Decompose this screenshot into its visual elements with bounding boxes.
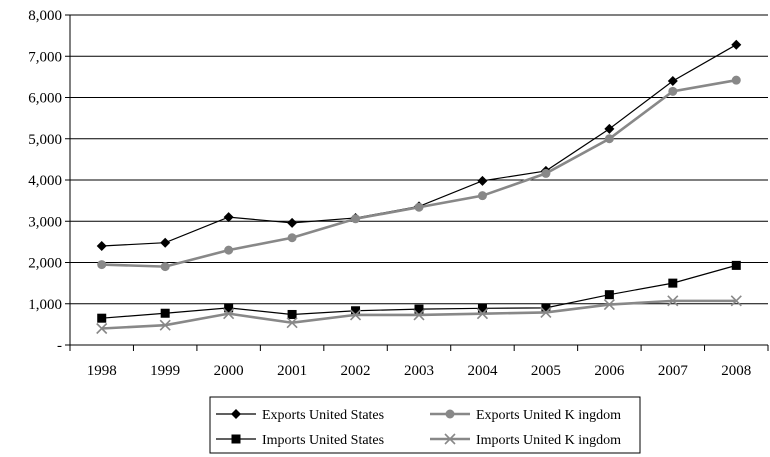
- legend-item: Imports United States: [216, 433, 384, 448]
- data-point: [351, 214, 361, 224]
- y-tick-label: 6,000: [28, 91, 62, 107]
- series-group: [96, 39, 742, 335]
- x-tick-label: 2005: [531, 363, 561, 379]
- data-point: [96, 241, 107, 251]
- y-tick-label: 7,000: [28, 49, 62, 65]
- data-point: [223, 212, 234, 223]
- legend: Exports United States Exports United K in…: [209, 396, 641, 454]
- data-point: [160, 237, 171, 248]
- x-tick-label: 2004: [467, 363, 498, 379]
- data-point: [413, 309, 425, 321]
- axes: [69, 15, 768, 346]
- series-3: [96, 295, 742, 335]
- x-tick-label: 2002: [341, 363, 371, 379]
- x-axis-ticks: 1998 1999 2000 2001 2002 2003 2004 2005 2006 2007…: [69, 345, 769, 379]
- legend-swatch-marker: [445, 409, 455, 419]
- data-point: [731, 75, 741, 85]
- data-point: [349, 309, 362, 321]
- data-point: [731, 39, 742, 50]
- legend-swatch-marker: [231, 409, 241, 419]
- data-point: [667, 295, 679, 307]
- gridlines: [70, 14, 768, 305]
- x-tick-label: 2003: [404, 363, 434, 379]
- data-point: [160, 262, 170, 272]
- data-point: [604, 134, 614, 144]
- data-point: [667, 76, 678, 86]
- data-point: [541, 303, 551, 313]
- x-tick-label: 2000: [214, 363, 244, 379]
- series-2: [97, 260, 741, 323]
- legend-swatch-marker: [444, 433, 456, 445]
- data-point: [224, 245, 234, 255]
- legend-box: [209, 396, 641, 454]
- series-0: [96, 39, 742, 251]
- data-point: [96, 322, 108, 335]
- data-point: [223, 308, 235, 320]
- data-point: [540, 306, 552, 318]
- legend-label: Exports United K ingdom: [476, 408, 621, 423]
- data-point: [224, 303, 234, 313]
- data-point: [97, 313, 107, 323]
- data-point: [541, 168, 551, 178]
- series-line: [101, 78, 737, 268]
- data-point: [97, 260, 107, 270]
- legend-item: Exports United K ingdom: [430, 408, 621, 423]
- y-tick-label: 8,000: [28, 8, 62, 24]
- data-point: [477, 303, 487, 313]
- data-point: [351, 306, 361, 316]
- x-tick-label: 2007: [658, 363, 689, 379]
- series-line: [101, 44, 737, 247]
- legend-label: Imports United K ingdom: [476, 433, 621, 448]
- data-point: [286, 317, 298, 329]
- series-1: [97, 75, 741, 272]
- data-point: [477, 175, 488, 186]
- data-point: [287, 309, 297, 319]
- y-axis-ticks: - 1,000 2,000 3,000 4,000 5,000 6,000 7,000 8,00…: [28, 8, 70, 354]
- x-tick-label: 2008: [721, 363, 751, 379]
- data-point: [477, 191, 487, 201]
- y-tick-label: 5,000: [28, 132, 62, 148]
- data-point: [287, 233, 297, 243]
- data-point: [160, 308, 170, 318]
- data-point: [604, 123, 615, 134]
- data-point: [668, 278, 678, 288]
- legend-swatch-marker: [231, 434, 241, 444]
- data-point: [476, 308, 489, 320]
- data-point: [414, 304, 424, 314]
- legend-label: Exports United States: [262, 408, 384, 423]
- data-point: [730, 295, 742, 307]
- legend-label: Imports United States: [262, 433, 384, 448]
- data-point: [414, 202, 424, 212]
- data-point: [668, 86, 678, 96]
- y-tick-label: 4,000: [28, 173, 62, 189]
- data-point: [159, 319, 171, 331]
- legend-item: Imports United K ingdom: [430, 433, 621, 448]
- y-tick-label: 1,000: [28, 297, 62, 313]
- y-tick-label: -: [57, 338, 62, 354]
- data-point: [287, 217, 298, 228]
- data-point: [603, 299, 615, 311]
- x-tick-label: 2006: [594, 363, 625, 379]
- y-tick-label: 2,000: [28, 256, 62, 272]
- data-point: [604, 290, 614, 300]
- x-tick-label: 2001: [277, 363, 307, 379]
- data-point: [731, 260, 741, 270]
- legend-item: Exports United States: [216, 408, 384, 423]
- x-tick-label: 1999: [150, 363, 180, 379]
- x-tick-label: 1998: [87, 363, 117, 379]
- y-tick-label: 3,000: [28, 214, 62, 230]
